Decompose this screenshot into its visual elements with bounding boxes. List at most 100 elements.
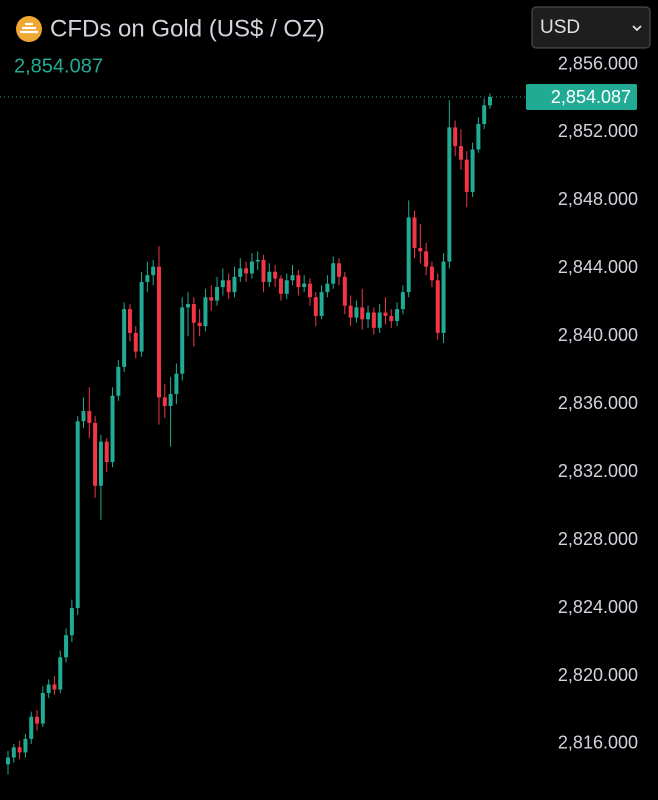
candle-body [122, 309, 127, 367]
candle-body [441, 261, 446, 333]
candle-body [488, 97, 492, 106]
candle-body [482, 105, 487, 124]
candle-body [244, 268, 249, 274]
candle-body [331, 263, 336, 284]
candle-body [186, 304, 191, 308]
dropdown-arrow [632, 25, 642, 32]
candle-body [354, 307, 359, 318]
candle-body [470, 149, 475, 192]
candle-body [174, 373, 179, 395]
candle-body [209, 297, 214, 301]
candle-body [168, 394, 173, 406]
candle-body [35, 716, 40, 724]
currency-select[interactable] [531, 6, 651, 49]
candle-body [17, 747, 22, 753]
candle-body [447, 127, 452, 262]
candle-body [69, 608, 74, 636]
candle-body [267, 271, 272, 282]
candle-body [418, 247, 423, 252]
candle-body [429, 266, 434, 281]
candle-body [458, 146, 463, 160]
candle-body [342, 276, 347, 306]
candle-body [145, 275, 150, 282]
candle-body [424, 251, 429, 267]
candle-body [29, 716, 34, 739]
candle-body [476, 123, 481, 150]
candle-body [371, 312, 376, 328]
current-price: 2,854.087 [14, 55, 103, 77]
candle-body [348, 305, 353, 318]
candle-body [104, 441, 109, 462]
candle-body [75, 421, 80, 609]
candle-body [395, 309, 400, 322]
candle-body [278, 278, 283, 294]
candle-body [23, 738, 28, 753]
y-tick-label: 2,820.000 [558, 665, 638, 685]
last-price-tag [526, 84, 637, 111]
y-tick-label: 2,836.000 [558, 393, 638, 413]
candle-body [81, 411, 86, 422]
candle-body [232, 276, 237, 293]
candle-body [337, 263, 342, 277]
y-axis: 2,816.000 2,820.000 2,824.000 2,828.000 2,83… [526, 53, 638, 753]
candle-body [162, 397, 167, 406]
candle-body [435, 280, 440, 333]
y-tick-label: 2,840.000 [558, 325, 638, 345]
last-price-label: 2,854.087 [551, 87, 631, 107]
y-tick-label: 2,828.000 [558, 529, 638, 549]
y-tick-label: 2,832.000 [558, 461, 638, 481]
candle-body [383, 312, 388, 316]
candle-body [313, 297, 318, 316]
candle-body [87, 411, 92, 423]
candle-body [226, 280, 231, 293]
candle-body [220, 280, 225, 288]
plot-area [0, 93, 525, 775]
candle-body [307, 283, 312, 298]
candle-body [215, 287, 220, 301]
y-tick-label: 2,848.000 [558, 189, 638, 209]
candle-body [151, 266, 156, 276]
candle-body [464, 159, 469, 192]
candle-body [40, 692, 45, 724]
y-tick-label: 2,816.000 [558, 733, 638, 753]
candle-body [11, 747, 16, 758]
candle-body [290, 275, 295, 281]
candle-body [110, 395, 115, 462]
candle-body [255, 259, 260, 262]
candle-body [52, 684, 57, 690]
candle-body [6, 757, 10, 765]
candle-body [389, 315, 394, 322]
candle-body [412, 217, 417, 248]
candle-body [406, 217, 411, 293]
currency-select-label: USD [540, 17, 580, 38]
candle-body [249, 261, 254, 274]
candle-body [302, 283, 307, 288]
candle-body [400, 292, 405, 310]
candle-body [284, 280, 289, 294]
candle-body [191, 304, 196, 323]
candle-body [133, 332, 138, 352]
y-tick-label: 2,844.000 [558, 257, 638, 277]
candle-body [238, 268, 243, 277]
candle-body [180, 307, 185, 374]
candle-body [197, 322, 202, 327]
candle-body [98, 441, 103, 486]
candle-body [93, 422, 98, 486]
candle-body [64, 635, 69, 658]
candle-body [156, 266, 161, 398]
chart-title: CFDs on Gold (US$ / OZ) [50, 15, 325, 42]
candle-body [139, 281, 144, 352]
gold-icon-bars [20, 22, 38, 34]
candle-body [325, 283, 330, 293]
candle-body [319, 292, 324, 316]
candle-body [116, 366, 121, 396]
candle-body [360, 307, 365, 320]
y-tick-label: 2,852.000 [558, 121, 638, 141]
candle-body [453, 127, 458, 147]
candle-body [366, 312, 371, 320]
candle-body [58, 657, 63, 690]
y-tick-label: 2,824.000 [558, 597, 638, 617]
